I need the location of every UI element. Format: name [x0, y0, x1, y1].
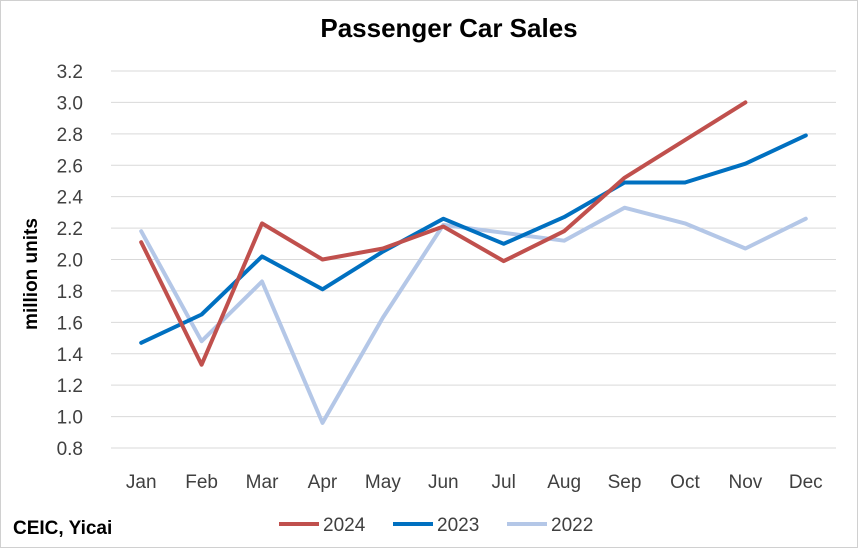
y-tick-label: 0.8	[57, 439, 83, 460]
x-axis-ticks: Jan Feb Mar Apr May Jun Jul Aug Sep Oct Nov Dec	[126, 472, 823, 493]
legend: 2024 2023 2022	[279, 515, 593, 536]
legend-label-2023: 2023	[437, 515, 479, 536]
x-tick-label: Feb	[185, 472, 218, 493]
legend-label-2024: 2024	[323, 515, 366, 536]
x-tick-label: Dec	[789, 472, 823, 493]
x-tick-label: May	[365, 472, 401, 493]
y-tick-label: 1.2	[57, 376, 83, 397]
x-tick-label: Mar	[246, 472, 279, 493]
y-tick-label: 1.4	[57, 345, 84, 366]
series-line-2023	[139, 133, 808, 345]
x-tick-label: Aug	[547, 472, 581, 493]
y-tick-label: 3.2	[57, 62, 83, 83]
y-tick-label: 1.6	[57, 313, 83, 334]
y-tick-label: 2.2	[57, 219, 83, 240]
x-tick-label: Jun	[428, 472, 459, 493]
x-tick-label: Jul	[492, 472, 516, 493]
y-axis-label: million units	[21, 218, 42, 330]
series-lines	[139, 100, 808, 425]
chart-title: Passenger Car Sales	[320, 13, 577, 43]
x-tick-label: Apr	[308, 472, 338, 493]
y-tick-label: 2.6	[57, 156, 83, 177]
source-note: CEIC, Yicai	[13, 518, 112, 539]
x-tick-label: Jan	[126, 472, 157, 493]
series-line-2024	[139, 100, 748, 367]
x-tick-label: Sep	[608, 472, 642, 493]
y-axis-ticks: 0.8 1.0 1.2 1.4 1.6 1.8 2.0 2.2 2.4 2.6 2.8 3.0 3.2	[57, 62, 84, 460]
y-tick-label: 2.8	[57, 125, 83, 146]
y-tick-label: 2.0	[57, 251, 83, 272]
y-tick-label: 1.0	[57, 408, 83, 429]
legend-label-2022: 2022	[551, 515, 593, 536]
x-tick-label: Oct	[670, 472, 700, 493]
y-tick-label: 2.4	[57, 188, 84, 209]
y-tick-label: 1.8	[57, 282, 83, 303]
x-tick-label: Nov	[728, 472, 762, 493]
series-line-2022	[139, 205, 808, 425]
gridlines	[111, 70, 836, 449]
y-tick-label: 3.0	[57, 93, 83, 114]
